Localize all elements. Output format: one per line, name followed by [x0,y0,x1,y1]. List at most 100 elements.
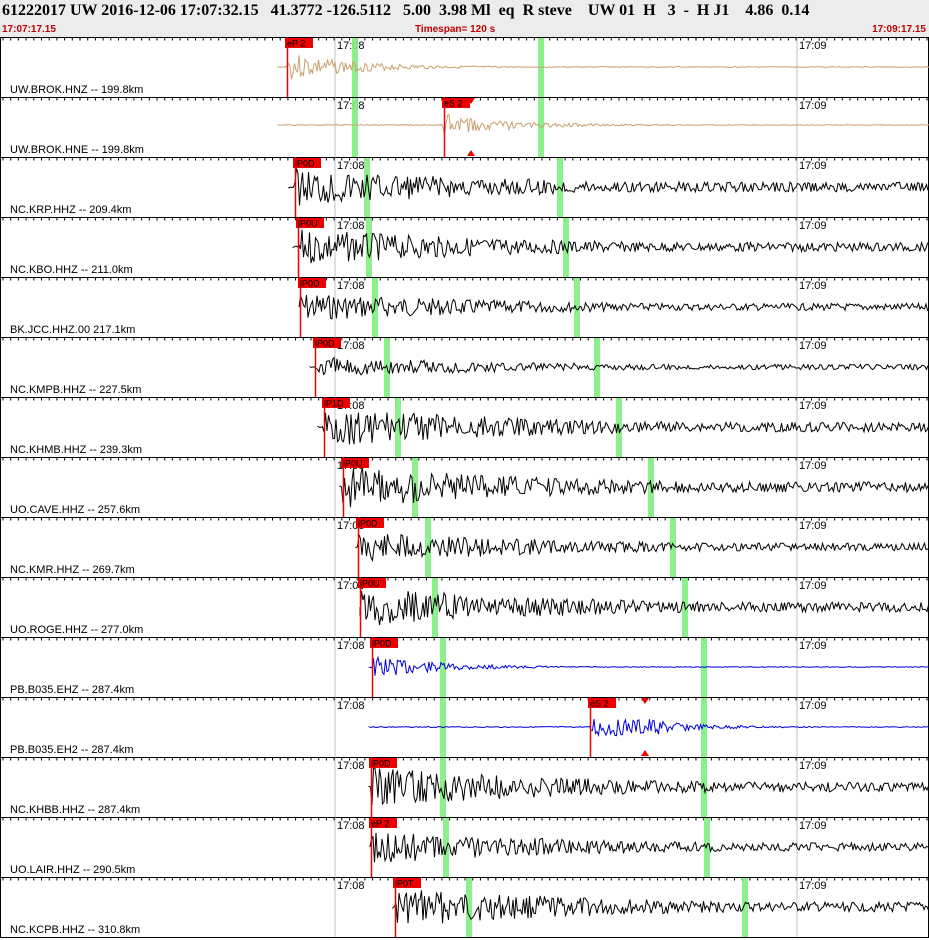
minute-label: 17:08 [337,760,365,772]
trace-panel[interactable]: 17:08 17:09 eP 2 UO.LAIR.HHZ -- 290.5km [0,817,929,878]
minute-label: 17:09 [799,880,827,892]
trace-panel[interactable]: 17:08 17:09 iP0U NC.KBO.HHZ -- 211.0km [0,217,929,278]
minute-label: 17:09 [799,160,827,172]
pick-flag [358,578,386,588]
panel-border [0,217,929,278]
time-ruler-ticks [2,457,928,461]
pick-label: iP0U [298,219,318,229]
time-ruler-ticks [2,397,928,401]
pick-flag [322,398,350,408]
pick-flag [341,458,369,468]
station-label: UW.BROK.HNE -- 199.8km [10,144,144,156]
minute-label: 17:09 [799,820,827,832]
travel-time-marker [466,878,472,937]
trace-panel[interactable]: 17:08 17:09 eS 2 UW.BROK.HNE -- 199.8km [0,97,929,158]
station-label: UO.CAVE.HHZ -- 257.6km [10,504,140,516]
minute-label: 17:09 [799,340,827,352]
time-ruler-ticks [2,817,928,821]
pick-flag [369,758,397,768]
trace-panel[interactable]: 17:08 17:09 iP0T NC.KCPB.HHZ -- 310.8km [0,877,929,938]
waveform [368,655,929,676]
pick-triangle [641,750,649,756]
waveform [359,591,929,626]
travel-time-marker [704,818,710,877]
minute-label: 17:09 [799,280,827,292]
pick-label: iP0D [371,759,391,769]
travel-time-marker [742,878,748,937]
pick-flag [588,698,616,708]
travel-time-marker [364,158,370,217]
pick-flag [356,518,384,528]
station-label: NC.KMPB.HHZ -- 227.5km [10,384,141,396]
trace-panel[interactable]: 17:08 17:09 iP0D NC.KMPB.HHZ -- 227.5km [0,337,929,398]
minute-label: 17:08 [337,220,365,232]
travel-time-marker [670,518,676,577]
pick-flag [369,818,397,828]
travel-time-marker [701,698,707,757]
station-label: UO.LAIR.HHZ -- 290.5km [10,864,135,876]
end-time: 17:09:17.15 [872,24,926,35]
trace-panel[interactable]: 17:08 17:09 eS 2 PB.B035.EH2 -- 287.4km [0,697,929,758]
travel-time-marker [440,638,446,697]
station-label: PB.B035.EH2 -- 287.4km [10,744,134,756]
station-label: UW.BROK.HNZ -- 199.8km [10,84,143,96]
time-ruler-ticks [2,637,928,641]
minute-label: 17:08 [337,160,365,172]
minute-label: 17:09 [799,760,827,772]
waveform [368,767,929,806]
waveform [369,832,929,863]
minute-label: 17:08 [337,640,365,652]
pick-flag [285,38,313,48]
pick-label: iP0D [300,279,320,289]
station-label: NC.KCPB.HHZ -- 310.8km [10,924,140,936]
trace-panel[interactable]: 17:08 17:09 iP0U UO.ROGE.HHZ -- 277.0km [0,577,929,638]
trace-panel[interactable]: 17:08 17:09 iP0D NC.KHBB.HHZ -- 287.4km [0,757,929,818]
travel-time-marker [594,338,600,397]
pick-label: eS 2 [444,99,463,109]
waveform [277,113,929,135]
time-ruler-ticks [2,577,928,581]
travel-time-marker [432,578,438,637]
waveform [355,534,929,563]
minute-label: 17:09 [799,520,827,532]
minute-label: 17:09 [799,100,827,112]
pick-label: iP0U [343,459,363,469]
time-ruler-ticks [2,337,928,341]
waveform [309,356,929,376]
trace-panel[interactable]: 17:08 17:09 iP0D PB.B035.EHZ -- 287.4km [0,637,929,698]
trace-panel[interactable]: 17:08 17:09 eP 2 UW.BROK.HNZ -- 199.8km [0,37,929,98]
station-label: NC.KHBB.HHZ -- 287.4km [10,804,140,816]
event-title: 61222017 UW 2016-12-06 17:07:32.15 41.37… [2,2,810,19]
waveform [298,294,929,320]
pick-label: iP1D [324,399,344,409]
time-ruler-ticks [2,697,928,701]
pick-label: iP0D [295,159,315,169]
travel-time-marker [574,278,580,337]
station-label: NC.KBO.HHZ -- 211.0km [10,264,133,276]
trace-panel[interactable]: 17:08 17:09 iP0D BK.JCC.HHZ.00 217.1km [0,277,929,338]
minute-label: 17:08 [337,100,365,112]
pick-flag [442,98,470,108]
pick-label: eP 2 [371,819,389,829]
minute-label: 17:09 [799,580,827,592]
travel-time-marker [395,398,401,457]
pick-flag [393,878,421,888]
time-ruler-ticks [2,877,928,881]
trace-panel[interactable]: 17:08 17:09 iP0D NC.KRP.HHZ -- 209.4km [0,157,929,218]
pick-triangle [641,698,649,704]
time-ruler-ticks [2,757,928,761]
time-ruler-ticks [2,157,928,161]
minute-label: 17:09 [799,460,827,472]
minute-label: 17:08 [337,700,365,712]
station-label: NC.KHMB.HHZ -- 239.3km [10,444,142,456]
pick-label: iP0D [372,639,392,649]
minute-label: 17:08 [337,340,365,352]
time-ruler-ticks [2,37,928,41]
pick-label: iP0T [395,879,414,889]
pick-label: eS 2 [590,699,609,709]
waveform [288,168,929,206]
